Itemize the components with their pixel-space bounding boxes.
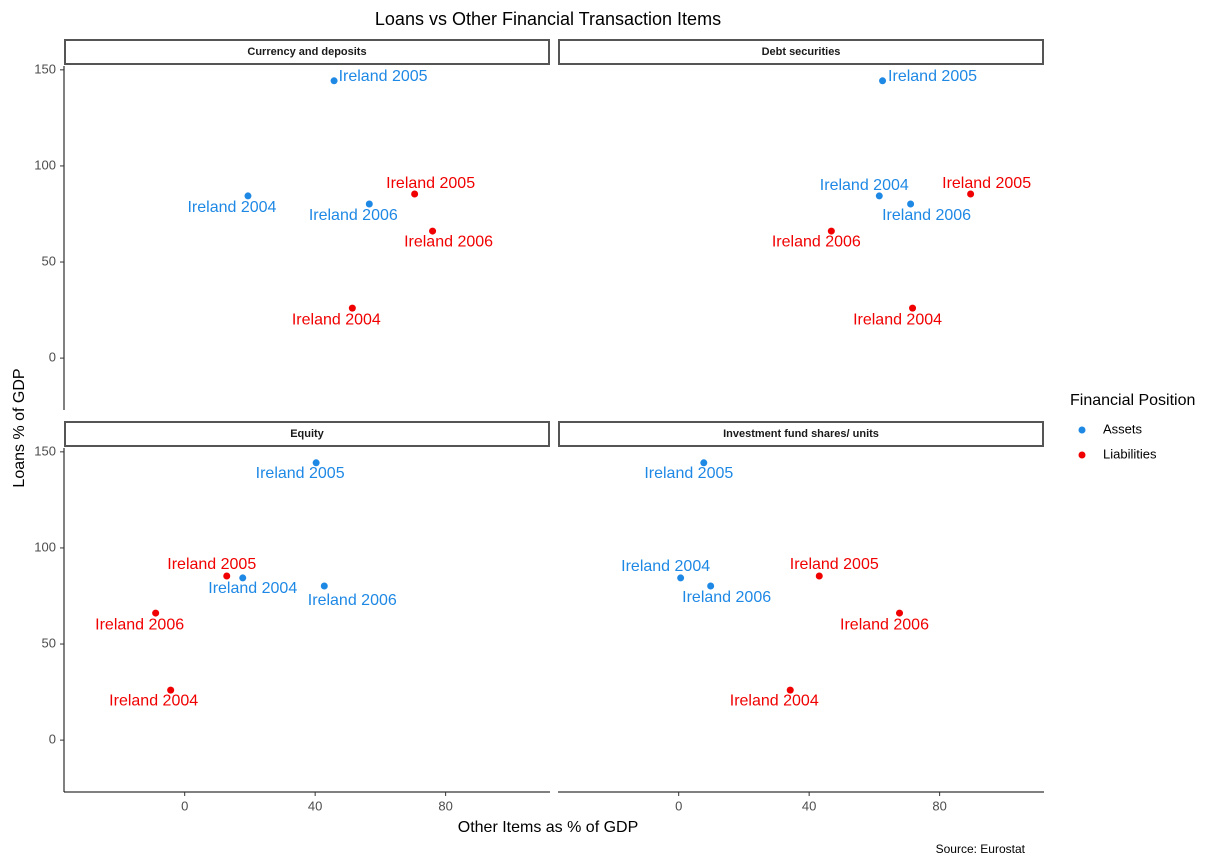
- strip: [558, 39, 1044, 65]
- point-label: Ireland 2005: [790, 556, 879, 573]
- strip: [558, 421, 1044, 447]
- y-tick-label: 100: [34, 157, 56, 172]
- point-label: Ireland 2006: [882, 207, 971, 224]
- source: Source: Eurostat: [936, 842, 1026, 856]
- point-label: Ireland 2006: [308, 592, 397, 609]
- point-label: Ireland 2005: [942, 175, 1031, 192]
- point: [786, 686, 794, 694]
- point-label: Ireland 2005: [644, 465, 733, 482]
- x-axis-label: Other Items as % of GDP: [458, 819, 639, 836]
- x-tick-label: 40: [308, 798, 322, 813]
- point-label: Ireland 2004: [292, 311, 381, 328]
- point: [700, 459, 708, 467]
- strip-label: Debt securities: [762, 46, 841, 58]
- point: [239, 574, 247, 582]
- point: [152, 609, 160, 617]
- point: [312, 459, 320, 467]
- point: [896, 609, 904, 617]
- point: [244, 192, 252, 200]
- point: [967, 190, 975, 198]
- chart-title: Loans vs Other Financial Transaction Ite…: [375, 9, 721, 29]
- point: [879, 77, 887, 85]
- point: [707, 582, 715, 590]
- point: [429, 227, 437, 235]
- legend-marker: [1078, 426, 1086, 434]
- x-tick-label: 0: [181, 798, 188, 813]
- point-label: Ireland 2004: [208, 580, 297, 597]
- point-label: Ireland 2005: [386, 175, 475, 192]
- strip-label: Equity: [290, 428, 324, 440]
- point: [677, 574, 685, 582]
- point: [365, 200, 373, 208]
- point-label: Ireland 2006: [682, 589, 771, 606]
- legend-marker: [1078, 451, 1086, 459]
- point: [909, 304, 917, 312]
- point-label: Ireland 2006: [772, 233, 861, 250]
- y-tick-label: 150: [34, 443, 56, 458]
- x-tick-label: 80: [438, 798, 452, 813]
- y-tick-label: 0: [49, 732, 56, 747]
- point: [875, 192, 883, 200]
- y-tick-label: 150: [34, 61, 56, 76]
- point: [827, 227, 835, 235]
- x-tick-label: 80: [932, 798, 946, 813]
- x-tick-label: 40: [802, 798, 816, 813]
- point-label: Ireland 2006: [404, 233, 493, 250]
- point-label: Ireland 2005: [256, 465, 345, 482]
- y-tick-label: 50: [42, 253, 56, 268]
- point-label: Ireland 2006: [95, 616, 184, 633]
- point: [223, 572, 231, 580]
- point-label: Ireland 2004: [853, 311, 942, 328]
- point-label: Ireland 2006: [309, 207, 398, 224]
- point: [907, 200, 915, 208]
- point: [348, 304, 356, 312]
- y-axis-label: Loans % of GDP: [11, 368, 28, 487]
- point-label: Ireland 2004: [820, 177, 909, 194]
- point: [411, 190, 419, 198]
- point-label: Ireland 2004: [187, 199, 276, 216]
- point: [320, 582, 328, 590]
- point-label: Ireland 2005: [339, 68, 428, 85]
- legend-label: Liabilities: [1103, 446, 1157, 461]
- point-label: Ireland 2006: [840, 616, 929, 633]
- y-tick-label: 50: [42, 635, 56, 650]
- point: [330, 77, 338, 85]
- point: [815, 572, 823, 580]
- strip: [64, 39, 550, 65]
- strip-label: Investment fund shares/ units: [723, 428, 879, 440]
- legend-label: Assets: [1103, 421, 1143, 436]
- point-label: Ireland 2004: [621, 558, 710, 575]
- y-tick-label: 0: [49, 350, 56, 365]
- point-label: Ireland 2005: [167, 556, 256, 573]
- x-tick-label: 0: [675, 798, 682, 813]
- strip: [64, 421, 550, 447]
- point-label: Ireland 2005: [888, 68, 977, 85]
- point-label: Ireland 2004: [730, 692, 819, 709]
- y-tick-label: 100: [34, 539, 56, 554]
- legend-title: Financial Position: [1070, 392, 1195, 409]
- point: [167, 686, 175, 694]
- strip-label: Currency and deposits: [247, 46, 366, 58]
- point-label: Ireland 2004: [109, 692, 198, 709]
